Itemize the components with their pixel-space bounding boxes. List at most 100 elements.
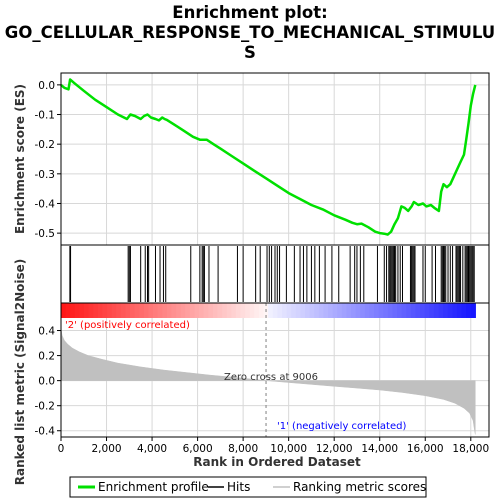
ranking-color-bar-segment	[97, 303, 104, 318]
enrichment-panel: 0.0 -0.1 -0.2 -0.3 -0.4 -0.5	[35, 72, 490, 246]
x-tick-label: 8,000	[228, 443, 258, 455]
ranking-color-bar-segment	[203, 303, 209, 318]
ranking-color-bar-segment	[88, 303, 94, 318]
ranking-color-bar-segment	[364, 303, 371, 318]
hits-panel	[60, 244, 490, 318]
ranking-color-bar-segment	[305, 303, 311, 318]
ranking-color-bar-segment	[300, 303, 306, 318]
ranking-color-bar-segment	[93, 303, 99, 318]
legend-box	[69, 476, 427, 498]
ranking-color-bar-segment	[116, 303, 122, 318]
ranking-color-bar-segment	[194, 303, 200, 318]
ranking-color-bar-segment	[397, 303, 403, 318]
ranking-color-bar-segment	[295, 303, 301, 318]
ranking-color-bar-segment	[212, 303, 219, 318]
x-axis: 0 2,000 4,000 6,000 8,000 10,000 12,000 14,000 1…	[58, 437, 489, 455]
ranking-color-bar-segment	[272, 303, 278, 318]
ranking-color-bar-segment	[162, 303, 168, 318]
ranking-color-bar-segment	[111, 303, 117, 318]
chart-title-line-1: Enrichment plot:	[172, 3, 327, 22]
ranking-color-bar-segment	[148, 303, 154, 318]
ranking-color-bar-segment	[406, 303, 412, 318]
ranking-color-bar-segment	[240, 303, 246, 318]
ranking-color-bar-segment	[355, 303, 361, 318]
es-ytick-label: -0.5	[35, 228, 56, 240]
legend-enrichment-label: Enrichment profile	[98, 480, 209, 494]
ranking-color-bar-segment	[410, 303, 417, 318]
es-ytick-label: -0.4	[35, 198, 56, 210]
ranking-color-bar-segment	[392, 303, 398, 318]
ranking-color-bar-segment	[65, 303, 71, 318]
ranking-color-bar-segment	[102, 303, 108, 318]
ranking-color-bar-segment	[351, 303, 357, 318]
chart-title-line-2: GO_CELLULAR_RESPONSE_TO_MECHANICAL_STIMU…	[5, 23, 495, 42]
ranking-metric-area	[60, 327, 476, 435]
ranking-color-bar-segment	[84, 303, 90, 318]
ranking-axis-label: Ranked list metric (Signal2Noise)	[13, 259, 27, 486]
ranking-color-bar-segment	[291, 303, 297, 318]
ranking-color-bar-segment	[452, 303, 458, 318]
ranking-color-bar-segment	[360, 303, 366, 318]
ranking-color-bar-segment	[447, 303, 453, 318]
ranking-color-bar-segment	[70, 303, 76, 318]
ranking-color-bar-segment	[139, 303, 145, 318]
ranking-color-bar-segment	[281, 303, 288, 318]
x-tick-label: 0	[58, 443, 65, 455]
es-ytick-label: 0.0	[38, 80, 55, 92]
ranking-color-bar-segment	[120, 303, 127, 318]
x-tick-label: 14,000	[361, 443, 398, 455]
ranking-color-bar-segment	[286, 303, 292, 318]
ranking-color-bar-segment	[309, 303, 315, 318]
ranking-color-bar-segment	[369, 303, 375, 318]
ranking-color-bar-segment	[383, 303, 389, 318]
legend: Enrichment profile Hits Ranking metric s…	[69, 476, 427, 498]
es-plot-area	[61, 73, 489, 245]
ranking-color-bar-segment	[143, 303, 150, 318]
zero-cross-annotation: Zero cross at 9006	[224, 372, 318, 383]
ranking-color-bar-segment	[466, 303, 472, 318]
ranking-color-bar-segment	[341, 303, 348, 318]
x-tick-label: 6,000	[183, 443, 213, 455]
ranking-color-bar-segment	[235, 303, 242, 318]
ranking-ytick-label: 0.4	[38, 326, 55, 338]
ranking-color-bar-segment	[249, 303, 255, 318]
enrichment-profile-line	[60, 78, 477, 236]
ranking-color-bar-segment	[189, 303, 196, 318]
ranking-ytick-label: 0.0	[38, 376, 55, 388]
ranking-color-bar-segment	[337, 303, 343, 318]
x-tick-label: 2,000	[92, 443, 122, 455]
ranking-color-bar-segment	[107, 303, 113, 318]
positive-correlation-label: '2' (positively correlated)	[65, 320, 190, 331]
x-tick-label: 18,000	[452, 443, 489, 455]
ranking-color-bar-segment	[130, 303, 136, 318]
ranking-color-bar-segment	[420, 303, 426, 318]
ranking-ytick-label: -0.2	[35, 401, 56, 413]
ranking-color-bar-segment	[222, 303, 228, 318]
negative-correlation-label: '1' (negatively correlated)	[277, 421, 406, 432]
legend-hits-label: Hits	[227, 480, 250, 494]
ranking-color-bar-segment	[314, 303, 320, 318]
ranking-ytick-label: 0.2	[38, 351, 55, 363]
ranking-color-bar-segment	[166, 303, 173, 318]
ranking-ytick-label: -0.4	[35, 426, 56, 438]
ranking-color-bar-segment	[374, 303, 380, 318]
ranking-color-bar-segment	[433, 303, 440, 318]
ranking-color-bar-segment	[277, 303, 283, 318]
ranking-color-bar-segment	[323, 303, 329, 318]
ranking-panel: 0.4 0.2 0.0 -0.2 -0.4 Zero cross at 9006 '2' (…	[35, 302, 490, 438]
ranking-color-bar-segment	[245, 303, 251, 318]
ranking-color-bar-segment	[199, 303, 205, 318]
ranking-color-bar-segment	[157, 303, 163, 318]
ranking-color-bar-segment	[346, 303, 352, 318]
ranking-color-bar-segment	[171, 303, 177, 318]
ranking-color-bar-segment	[185, 303, 191, 318]
es-axis-label: Enrichment score (ES)	[13, 84, 27, 234]
ranking-color-bar-segment	[254, 303, 260, 318]
x-tick-label: 4,000	[137, 443, 167, 455]
ranking-color-bar-segment	[134, 303, 140, 318]
ranking-color-bar-segment	[318, 303, 325, 318]
legend-ranking-label: Ranking metric scores	[293, 480, 426, 494]
chart-title-line-3: S	[244, 43, 256, 62]
ranking-color-bar-segment	[443, 303, 449, 318]
